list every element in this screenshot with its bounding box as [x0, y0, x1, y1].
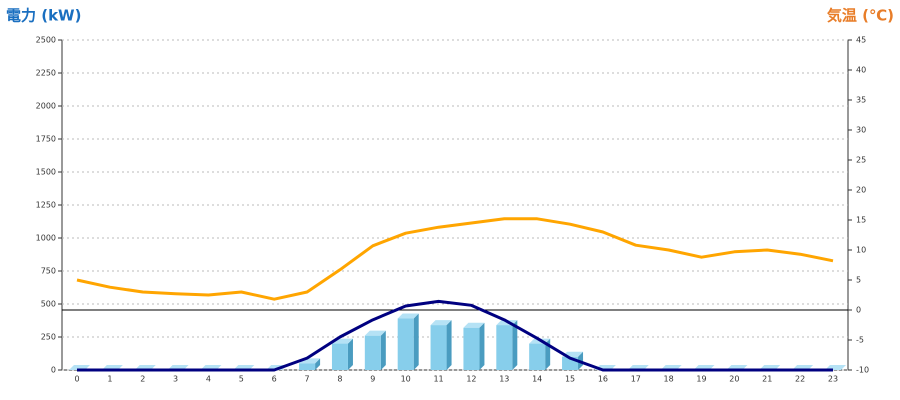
y-tick-label: 1750 — [36, 135, 56, 144]
x-tick-label: 16 — [598, 375, 608, 384]
x-tick-label: 19 — [696, 375, 706, 384]
bar-side — [315, 358, 321, 370]
bar-front — [496, 325, 513, 370]
x-tick-label: 2 — [140, 375, 145, 384]
x-tick-label: 9 — [370, 375, 375, 384]
y2-tick-label: -10 — [856, 366, 869, 375]
x-tick-label: 5 — [239, 375, 244, 384]
y-tick-label: 1250 — [36, 201, 56, 210]
y-tick-label: 750 — [41, 267, 56, 276]
x-tick-label: 7 — [305, 375, 310, 384]
bar-top — [430, 320, 452, 326]
y-tick-label: 1000 — [36, 234, 56, 243]
y2-tick-label: 45 — [856, 36, 866, 45]
y2-tick-label: 30 — [856, 126, 866, 135]
bar-front — [364, 335, 381, 370]
bar — [496, 320, 518, 370]
bar-front — [397, 318, 414, 370]
y-axis-title: 電力 (kW) — [6, 7, 81, 25]
bar-front — [299, 363, 316, 370]
bar-side — [446, 320, 452, 370]
x-tick-label: 18 — [664, 375, 674, 384]
bar-front — [331, 343, 348, 370]
y-tick-label: 250 — [41, 333, 56, 342]
y2-tick-label: 40 — [856, 66, 866, 75]
x-tick-label: 20 — [729, 375, 739, 384]
x-tick-label: 22 — [795, 375, 805, 384]
x-tick-label: 12 — [466, 375, 476, 384]
bar-top — [463, 322, 485, 328]
y2-tick-label: 35 — [856, 96, 866, 105]
x-tick-label: 1 — [107, 375, 112, 384]
bar-front — [529, 343, 546, 370]
bar — [397, 313, 419, 370]
bar-top — [397, 313, 419, 319]
y2-tick-label: 0 — [856, 306, 861, 315]
x-tick-label: 10 — [401, 375, 411, 384]
bar-front — [430, 325, 447, 370]
x-tick-label: 15 — [565, 375, 575, 384]
x-tick-label: 14 — [532, 375, 542, 384]
y2-tick-label: -5 — [856, 336, 864, 345]
y2-tick-label: 15 — [856, 216, 866, 225]
x-tick-label: 11 — [433, 375, 443, 384]
y2-tick-label: 5 — [856, 276, 861, 285]
y2-tick-label: 25 — [856, 156, 866, 165]
bar-side — [347, 338, 353, 370]
x-tick-label: 4 — [206, 375, 211, 384]
x-tick-label: 13 — [499, 375, 509, 384]
y-tick-label: 500 — [41, 300, 56, 309]
bar — [463, 322, 485, 370]
bar — [331, 338, 353, 370]
bar-top — [364, 330, 386, 336]
x-tick-label: 21 — [762, 375, 772, 384]
y-tick-label: 2250 — [36, 69, 56, 78]
line — [77, 299, 833, 372]
y-tick-label: 2000 — [36, 102, 56, 111]
x-tick-label: 17 — [631, 375, 641, 384]
x-tick-label: 0 — [74, 375, 79, 384]
bar-side — [512, 320, 518, 370]
y2-axis-title: 気温 (℃) — [827, 7, 894, 25]
bar-side — [479, 322, 485, 370]
bar-front — [463, 327, 480, 370]
x-tick-label: 8 — [337, 375, 342, 384]
line — [76, 217, 834, 301]
bar — [364, 330, 386, 370]
bar-side — [380, 330, 386, 370]
y-tick-label: 2500 — [36, 36, 56, 45]
bar-side — [413, 313, 419, 370]
y2-tick-label: 10 — [856, 246, 866, 255]
x-tick-label: 3 — [173, 375, 178, 384]
x-tick-label: 23 — [828, 375, 838, 384]
y-tick-label: 0 — [51, 366, 56, 375]
bar — [430, 320, 452, 370]
x-tick-label: 6 — [272, 375, 277, 384]
y2-tick-label: 20 — [856, 186, 866, 195]
y-tick-label: 1500 — [36, 168, 56, 177]
